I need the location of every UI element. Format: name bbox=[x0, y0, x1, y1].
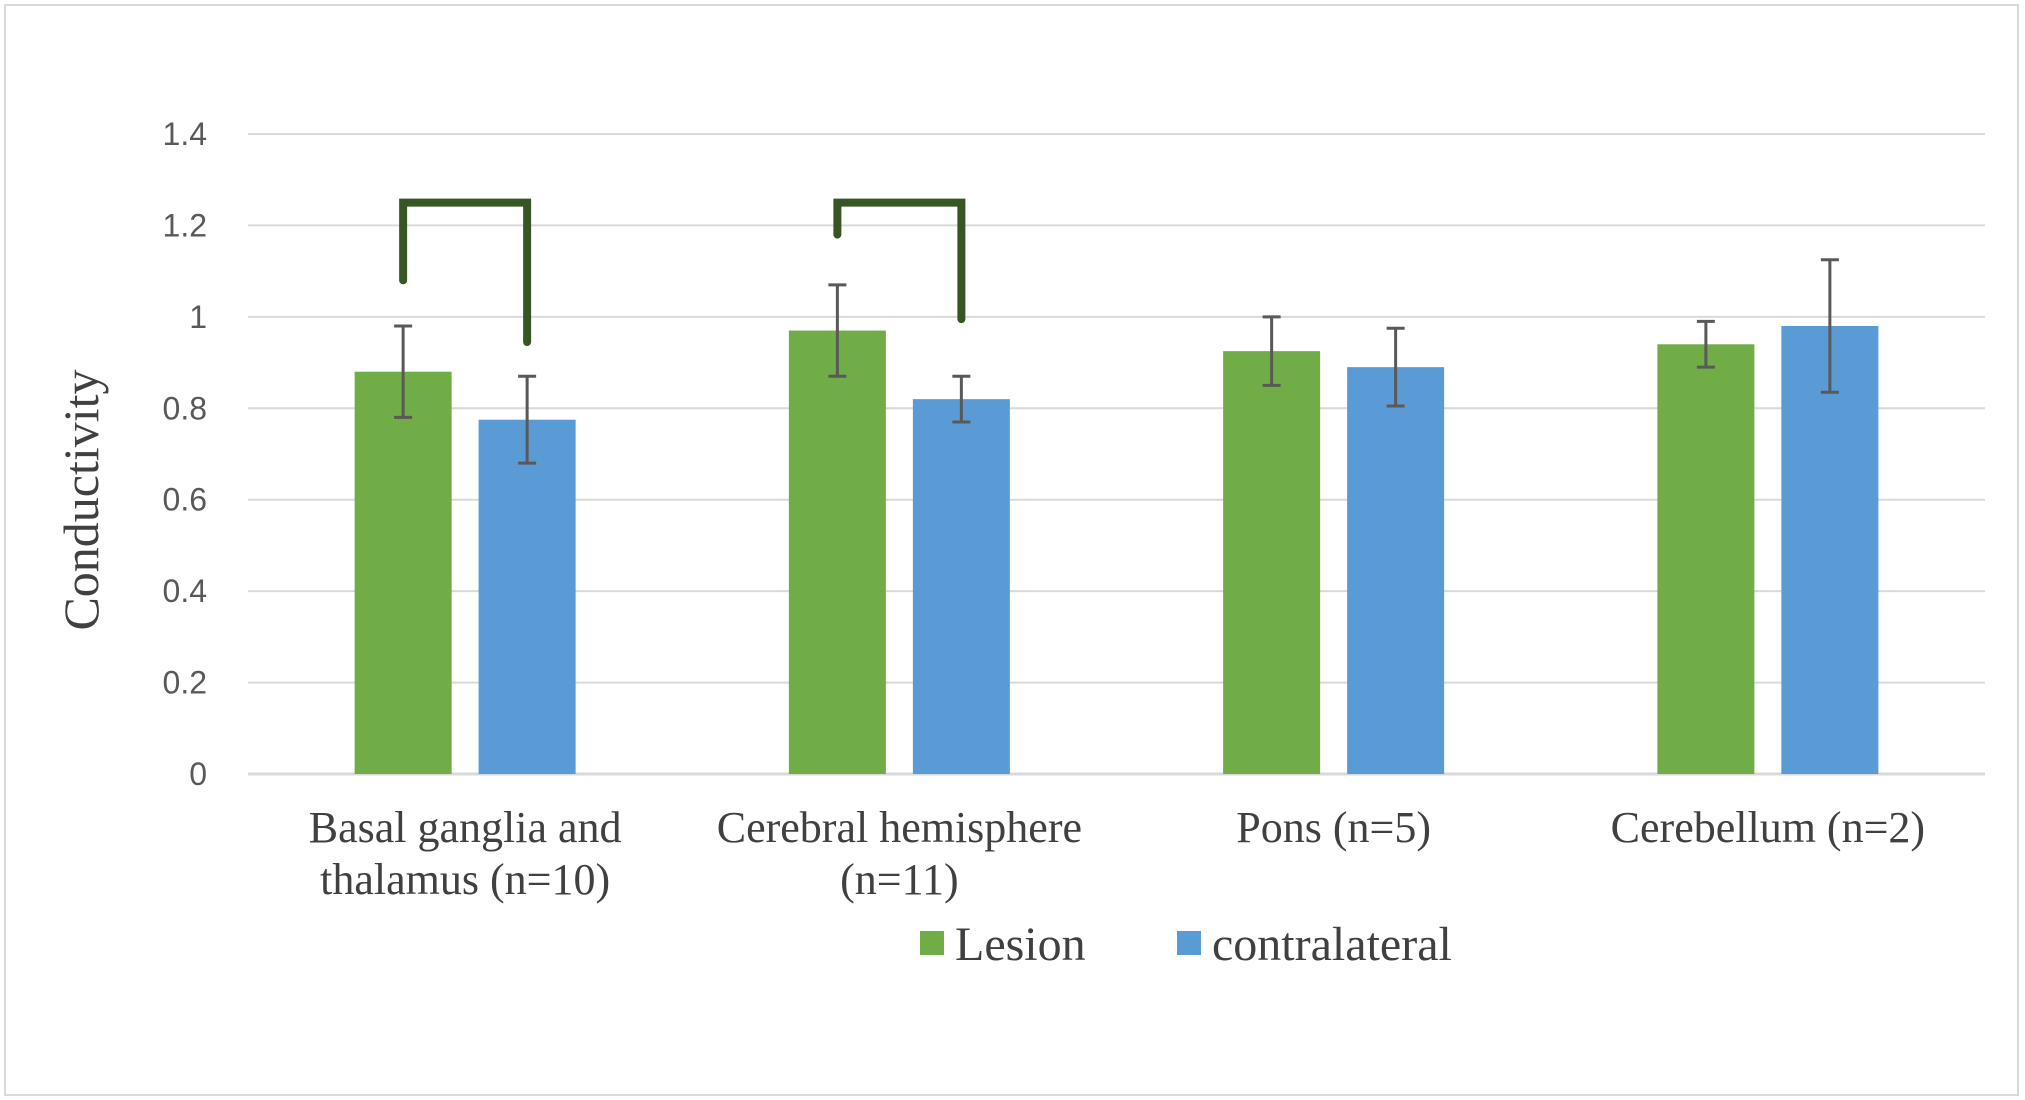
y-tick-label: 0.6 bbox=[163, 482, 207, 518]
bar-contralateral bbox=[912, 399, 1010, 774]
bars bbox=[354, 326, 1879, 774]
chart-frame bbox=[4, 4, 2019, 1096]
bar-contralateral bbox=[478, 419, 576, 774]
y-tick-label: 1.2 bbox=[163, 207, 207, 243]
bar-lesion bbox=[1657, 344, 1755, 774]
bar-lesion bbox=[1223, 351, 1321, 774]
x-category-label: thalamus (n=10) bbox=[320, 855, 610, 904]
y-tick-label: 0 bbox=[189, 756, 207, 792]
significance-bracket bbox=[399, 198, 532, 346]
y-tick-label: 1.4 bbox=[163, 116, 207, 152]
legend: Lesion contralateral bbox=[920, 918, 1452, 971]
bar-lesion bbox=[788, 330, 886, 774]
significance-brackets bbox=[399, 198, 966, 346]
legend-label-lesion: Lesion bbox=[955, 918, 1086, 971]
y-tick-label: 0.4 bbox=[163, 573, 207, 609]
bar-contralateral bbox=[1347, 367, 1445, 774]
y-axis-tick-labels: 0 0.2 0.4 0.6 0.8 1 1.2 1.4 bbox=[163, 116, 207, 792]
significance-bracket bbox=[833, 198, 966, 324]
y-axis-title: Conductivity bbox=[53, 369, 109, 630]
legend-label-contralateral: contralateral bbox=[1212, 918, 1452, 971]
bar-contralateral bbox=[1781, 326, 1879, 774]
x-category-label: Cerebellum (n=2) bbox=[1611, 803, 1925, 852]
x-category-label: Pons (n=5) bbox=[1236, 803, 1431, 852]
legend-swatch-lesion bbox=[920, 931, 944, 955]
error-bars bbox=[394, 258, 1839, 465]
bar-lesion bbox=[354, 371, 452, 774]
y-tick-label: 0.8 bbox=[163, 390, 207, 426]
legend-swatch-contralateral bbox=[1177, 931, 1201, 955]
y-tick-label: 0.2 bbox=[163, 665, 207, 701]
x-category-label: Basal ganglia and bbox=[309, 803, 622, 852]
x-category-label: Cerebral hemisphere bbox=[717, 803, 1082, 852]
y-tick-label: 1 bbox=[189, 299, 207, 335]
x-category-label: (n=11) bbox=[840, 855, 959, 904]
